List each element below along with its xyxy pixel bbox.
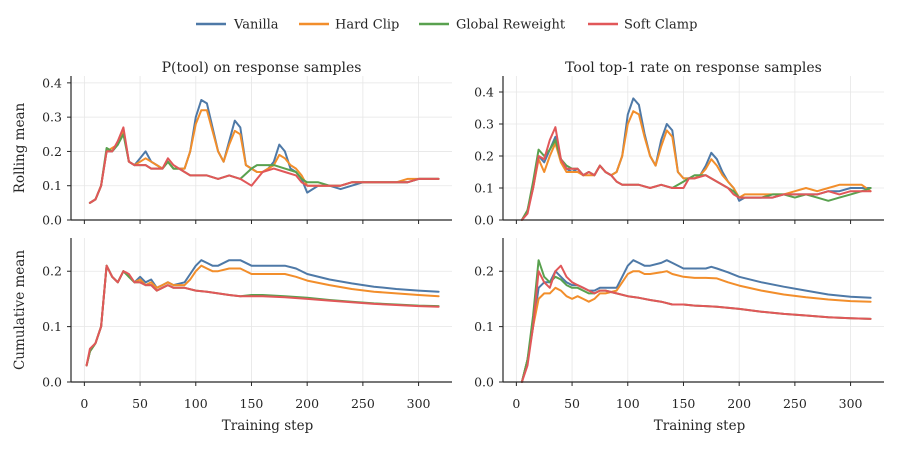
x-tick-label: 50 [564, 396, 580, 411]
y-tick-label: 0.0 [474, 213, 494, 228]
series-line-soft-clamp [520, 126, 872, 221]
legend-label-vanilla: Vanilla [233, 18, 279, 33]
series-line-vanilla [520, 97, 872, 221]
y-tick-label: 0.0 [474, 375, 494, 390]
y-tick-label: 0.3 [42, 110, 62, 125]
x-tick-label: 300 [407, 396, 431, 411]
series-line-soft-clamp [520, 264, 872, 383]
series-line-soft-clamp [85, 264, 440, 367]
legend: Vanilla Hard Clip Global Reweight Soft Clam… [196, 18, 697, 33]
x-tick-label: 300 [839, 396, 863, 411]
x-axis-label: Training step [222, 418, 313, 434]
x-tick-label: 150 [240, 396, 264, 411]
panel-tr: 0.0 0.1 0.2 0.3 0.4 Tool top-1 rate on respon… [474, 60, 884, 228]
legend-label-soft-clamp: Soft Clamp [624, 18, 697, 33]
series-line-vanilla [520, 259, 872, 383]
y-tick-label: 0.2 [42, 144, 62, 159]
panel-title: Tool top-1 rate on response samples [565, 60, 822, 76]
panel-tl: 0.0 0.1 0.2 0.3 0.4 P(tool) on response sampl… [12, 60, 452, 228]
panel-title: P(tool) on response samples [162, 60, 362, 76]
x-tick-label: 0 [80, 396, 88, 411]
x-tick-label: 200 [727, 396, 751, 411]
y-tick-label: 0.3 [474, 117, 494, 132]
y-tick-label: 0.1 [42, 319, 62, 334]
y-axis-label: Cumulative mean [12, 250, 28, 370]
x-tick-label: 100 [616, 396, 640, 411]
y-tick-label: 0.0 [42, 213, 62, 228]
y-tick-label: 0.1 [474, 181, 494, 196]
series-line-soft-clamp [88, 126, 440, 204]
series-line-vanilla [85, 259, 440, 367]
x-tick-label: 200 [295, 396, 319, 411]
y-tick-label: 0.0 [42, 375, 62, 390]
y-tick-label: 0.2 [474, 149, 494, 164]
series-line-hard-clip [520, 270, 872, 383]
panel-br: 0.0 0.1 0.2 0 50 100 150 200 250 300 Training step [474, 238, 884, 434]
panel-bl: 0.0 0.1 0.2 0 50 100 150 200 250 300 Cumulative me… [12, 238, 452, 434]
legend-label-global-reweight: Global Reweight [456, 18, 566, 33]
x-tick-label: 150 [672, 396, 696, 411]
y-tick-label: 0.2 [474, 264, 494, 279]
y-tick-label: 0.1 [474, 319, 494, 334]
x-tick-label: 50 [132, 396, 148, 411]
x-tick-label: 100 [184, 396, 208, 411]
series-line-global-reweight [520, 139, 872, 221]
x-tick-label: 250 [783, 396, 807, 411]
series-line-vanilla [88, 99, 440, 204]
y-tick-label: 0.4 [42, 75, 62, 90]
y-tick-label: 0.4 [474, 85, 494, 100]
y-tick-label: 0.2 [42, 264, 62, 279]
y-axis-label: Rolling mean [12, 102, 28, 193]
x-tick-label: 250 [351, 396, 375, 411]
y-tick-label: 0.1 [42, 178, 62, 193]
series-line-hard-clip [85, 264, 440, 367]
series-line-global-reweight [88, 133, 440, 204]
legend-label-hard-clip: Hard Clip [335, 18, 399, 33]
x-axis-label: Training step [654, 418, 745, 434]
series-line-hard-clip [520, 110, 872, 221]
x-tick-label: 0 [512, 396, 520, 411]
